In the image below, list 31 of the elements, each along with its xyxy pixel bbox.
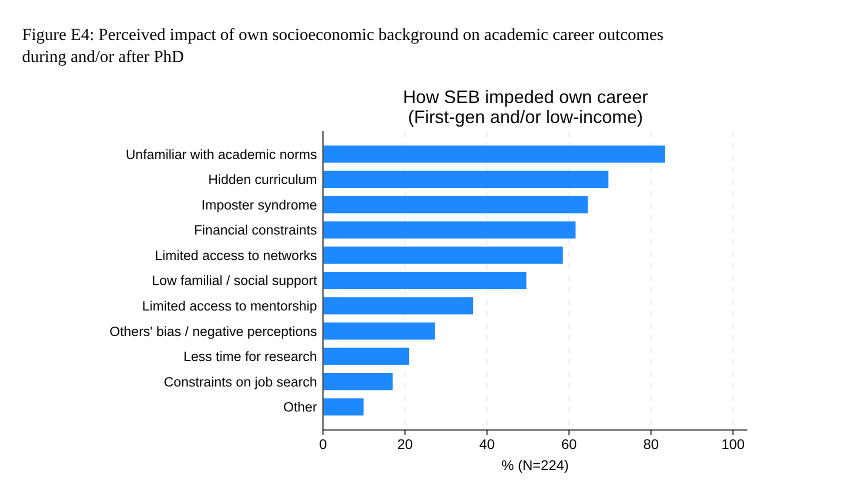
- bar: [323, 196, 588, 214]
- x-tick-label: 80: [643, 436, 659, 452]
- bar: [323, 221, 576, 239]
- bar: [323, 322, 435, 340]
- y-tick-label: Unfamiliar with academic norms: [126, 146, 318, 162]
- chart-title: Figure E4: Perceived impact of own socioeconomic background on academic career outcomes during and/or after PhD: [22, 25, 664, 66]
- y-tick-label: Low familial / social support: [152, 273, 318, 288]
- y-tick-label: Limited access to networks: [154, 248, 318, 263]
- bar: [323, 146, 665, 163]
- x-tick-label: 100: [721, 436, 745, 452]
- bar: [323, 246, 563, 264]
- chart-subtitle: How SEB impeded own career (First-gen and/or low-income): [402, 87, 648, 127]
- bar: [323, 170, 608, 188]
- y-tick-label: Constraints on job search: [164, 374, 317, 390]
- y-tick-label: Limited access to mentorship: [142, 298, 317, 314]
- y-tick-label: Hidden curriculum: [208, 172, 317, 188]
- bar: [323, 272, 526, 290]
- x-tick-label: 20: [397, 436, 413, 452]
- x-tick-label: 40: [479, 436, 495, 452]
- y-tick-label: Imposter syndrome: [201, 197, 317, 212]
- bar: [323, 348, 410, 365]
- y-tick-label: Financial constraints: [194, 222, 318, 238]
- bar: [323, 373, 393, 390]
- bar: [323, 398, 364, 416]
- y-tick-label: Others' bias / negative perceptions: [110, 324, 318, 339]
- x-axis-title: % (N=224): [502, 457, 569, 473]
- x-tick-label: 0: [319, 436, 328, 452]
- x-tick-label: 60: [561, 436, 577, 452]
- bar: [323, 297, 474, 314]
- y-tick-label: Other: [283, 400, 318, 415]
- y-tick-label: Less time for research: [183, 349, 317, 364]
